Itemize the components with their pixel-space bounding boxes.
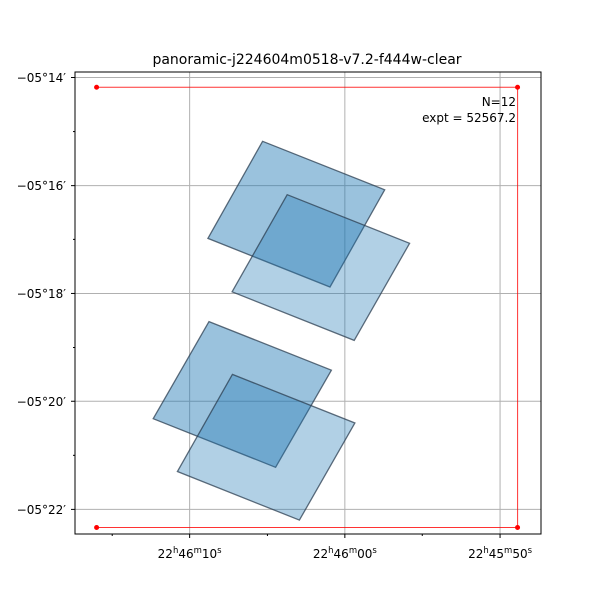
x-ticks: 22h46m10s 22h46m00s 22h45m50s [111,534,533,561]
x-tick-label: 22h45m50s [468,546,533,561]
y-tick-label: −05°18′ [17,287,67,301]
plot-area [75,72,541,534]
x-tick-label: 22h46m00s [313,546,378,561]
x-grid [189,72,501,534]
chart-title: panoramic-j224604m0518-v7.2-f444w-clear [152,52,461,68]
x-tick-label: 22h46m10s [158,546,223,561]
y-grid [75,77,541,510]
boundary-vertex [515,525,521,531]
axes-frame [74,71,542,535]
y-tick-label: −05°22′ [17,503,67,517]
footprint-polygon [231,193,411,342]
footprint-polygon [152,320,333,469]
y-tick-label: −05°16′ [17,179,67,193]
footprint-polygon [206,140,386,288]
exposure-time-annotation: expt = 52567.2 [422,111,516,125]
exposure-count-annotation: N=12 [482,95,516,109]
y-tick-label: −05°20′ [17,395,67,409]
y-ticks: −05°14′ −05°16′ −05°18′ −05°20′ −05°22′ [17,71,75,517]
boundary-vertex [94,525,100,531]
boundary-vertex [515,84,521,90]
boundary-line [96,86,519,528]
exposure-footprints [152,140,411,521]
boundary-vertex [94,84,100,90]
survey-boundary [94,84,521,531]
footprint-polygon [176,373,356,521]
y-tick-label: −05°14′ [17,71,67,85]
